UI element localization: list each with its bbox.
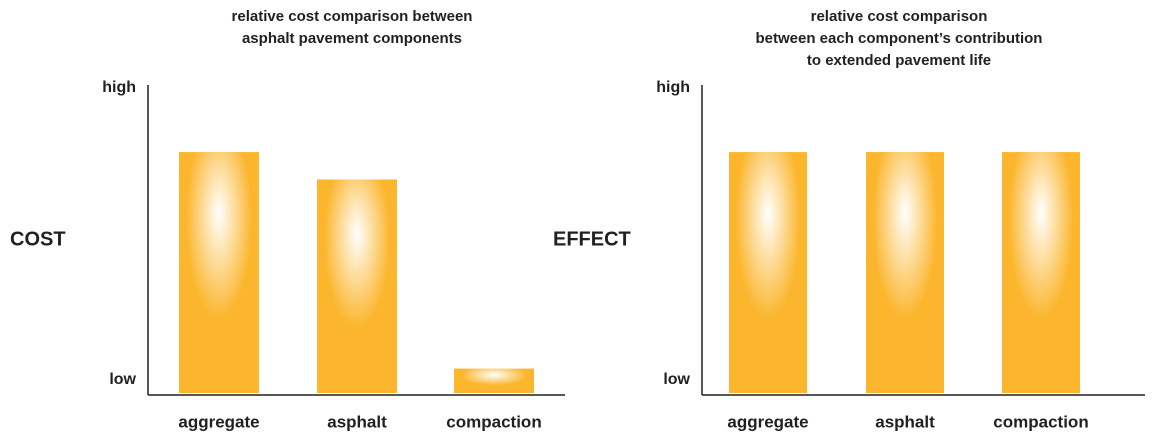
y-tick-label: low <box>663 371 690 388</box>
x-tick-label: asphalt <box>875 412 935 431</box>
y-axis-label: COST <box>10 228 66 250</box>
x-tick-label: aggregate <box>727 412 808 431</box>
chart-title: relative cost comparison <box>811 8 988 25</box>
bar <box>317 179 397 393</box>
bar <box>1002 152 1080 393</box>
chart-title: relative cost comparison between <box>232 8 473 25</box>
y-tick-label: high <box>656 79 690 96</box>
y-tick-label: high <box>102 79 136 96</box>
bar <box>179 152 259 393</box>
y-tick-label: low <box>109 371 136 388</box>
x-tick-label: aggregate <box>178 412 259 431</box>
bar <box>454 368 534 393</box>
chart-title: between each component’s contribution <box>756 30 1043 47</box>
x-tick-label: asphalt <box>327 412 387 431</box>
chart-title: to extended pavement life <box>807 52 991 69</box>
x-tick-label: compaction <box>446 412 541 431</box>
bar <box>729 152 807 393</box>
y-axis-label: EFFECT <box>553 228 631 250</box>
chart-title: asphalt pavement components <box>242 30 462 47</box>
x-tick-label: compaction <box>993 412 1088 431</box>
bar <box>866 152 944 393</box>
